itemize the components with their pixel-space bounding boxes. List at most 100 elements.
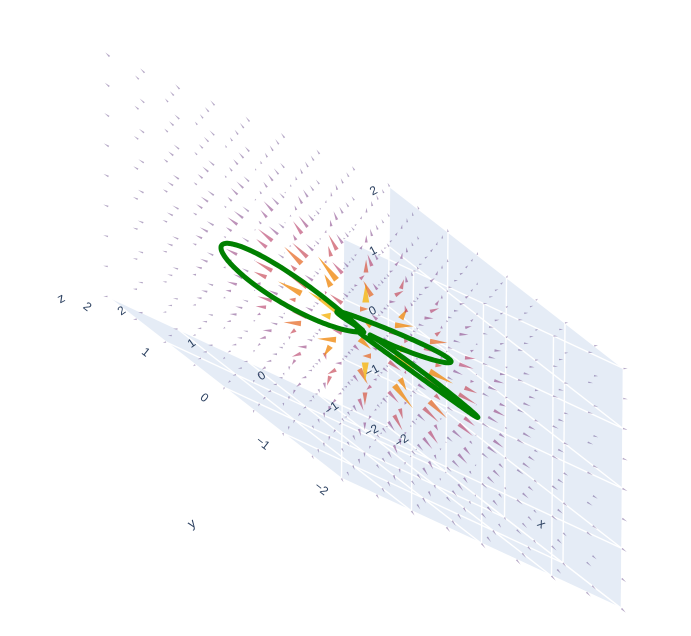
vector-cone xyxy=(406,218,409,223)
vector-cone xyxy=(354,254,357,257)
vector-cone xyxy=(229,137,233,142)
vector-cone xyxy=(203,136,210,143)
vector-cone xyxy=(282,372,285,376)
vector-cone xyxy=(464,326,472,330)
vector-cone xyxy=(417,413,426,422)
vector-cone xyxy=(208,160,215,166)
vector-cone xyxy=(392,383,413,409)
x-tick-label: 0 xyxy=(198,390,212,405)
vector-cone xyxy=(308,399,312,402)
vector-cone xyxy=(563,472,569,476)
vector-cone xyxy=(132,227,138,230)
vector-cone xyxy=(445,471,447,474)
vector-cone xyxy=(451,460,460,468)
vector-cone xyxy=(447,228,449,233)
vector-cone xyxy=(524,312,529,315)
vector-cone xyxy=(486,506,493,513)
vector-cone xyxy=(385,365,389,368)
vector-cone xyxy=(138,128,145,134)
vector-cone xyxy=(229,313,237,316)
vector-cone xyxy=(306,339,313,342)
vector-cone xyxy=(494,289,499,292)
vector-cone xyxy=(333,429,337,433)
vector-cone xyxy=(225,227,233,232)
vector-cone xyxy=(447,346,453,349)
vector-cone xyxy=(196,204,203,210)
vector-cone xyxy=(357,428,361,437)
vector-cone xyxy=(459,303,465,306)
vector-cone xyxy=(556,569,562,574)
vector-cone xyxy=(457,483,464,492)
vector-cone xyxy=(429,338,448,345)
vector-cone xyxy=(312,335,315,338)
vector-cone xyxy=(376,464,380,469)
vector-cone xyxy=(398,408,403,420)
vector-cone xyxy=(441,265,443,269)
vector-cone xyxy=(322,412,326,418)
vector-cone xyxy=(362,353,371,359)
vector-cone xyxy=(474,464,477,467)
vector-cone xyxy=(350,257,355,261)
vector-cone xyxy=(418,323,425,326)
vector-cone xyxy=(320,312,331,320)
vector-cone xyxy=(527,546,532,551)
vector-cone xyxy=(342,357,345,361)
vector-cone xyxy=(492,499,498,506)
vector-cone xyxy=(417,236,420,240)
vector-cone xyxy=(593,405,599,407)
vector-cone xyxy=(534,389,539,392)
vector-cone xyxy=(233,159,239,166)
vector-cone xyxy=(535,329,539,331)
vector-cone xyxy=(289,297,296,303)
vector-cone xyxy=(257,343,261,347)
vector-cone xyxy=(275,139,280,145)
vector-cone xyxy=(137,251,144,254)
vector-cone xyxy=(412,212,414,216)
vector-cone xyxy=(446,319,449,323)
vector-cone xyxy=(517,408,525,413)
vector-cone xyxy=(291,359,297,365)
vector-cone xyxy=(253,380,255,383)
vector-cone xyxy=(475,403,477,406)
vector-cone xyxy=(138,281,143,284)
vector-cone xyxy=(315,179,320,185)
vector-cone xyxy=(167,304,173,307)
vector-cone xyxy=(162,281,167,283)
vector-cone xyxy=(498,523,502,528)
vector-cone xyxy=(387,390,399,403)
vector-cone xyxy=(447,406,454,412)
vector-cone xyxy=(410,302,414,307)
vector-cone xyxy=(463,507,467,513)
vector-cone xyxy=(243,176,250,183)
vector-cone xyxy=(235,306,243,309)
vector-cone xyxy=(327,367,337,375)
vector-cone xyxy=(345,202,350,208)
vector-cone xyxy=(552,425,559,429)
vector-cone xyxy=(381,219,385,224)
vector-cone xyxy=(487,476,495,484)
vector-cone xyxy=(291,351,302,357)
vector-cone xyxy=(282,342,285,346)
vector-cone xyxy=(162,311,167,313)
vector-cone xyxy=(103,173,109,178)
vector-cone xyxy=(105,52,111,58)
vector-cone xyxy=(359,216,362,220)
vector-cone xyxy=(375,224,379,230)
vector-cone xyxy=(272,353,277,356)
vector-cone xyxy=(314,393,318,395)
vector-cone xyxy=(399,252,403,259)
vector-cone xyxy=(458,392,477,405)
x-tick-label: −1 xyxy=(253,433,273,453)
vector-cone xyxy=(558,418,565,422)
vector-cone xyxy=(363,280,374,298)
vector-cone xyxy=(261,366,267,370)
vector-cone xyxy=(163,158,168,163)
vector-cone xyxy=(192,212,197,216)
vector-cone xyxy=(254,198,257,201)
vector-cone xyxy=(387,182,391,187)
vector-cone xyxy=(621,547,627,552)
vector-cone xyxy=(622,487,628,492)
vector-cone xyxy=(312,395,315,399)
vector-cone xyxy=(324,290,327,295)
